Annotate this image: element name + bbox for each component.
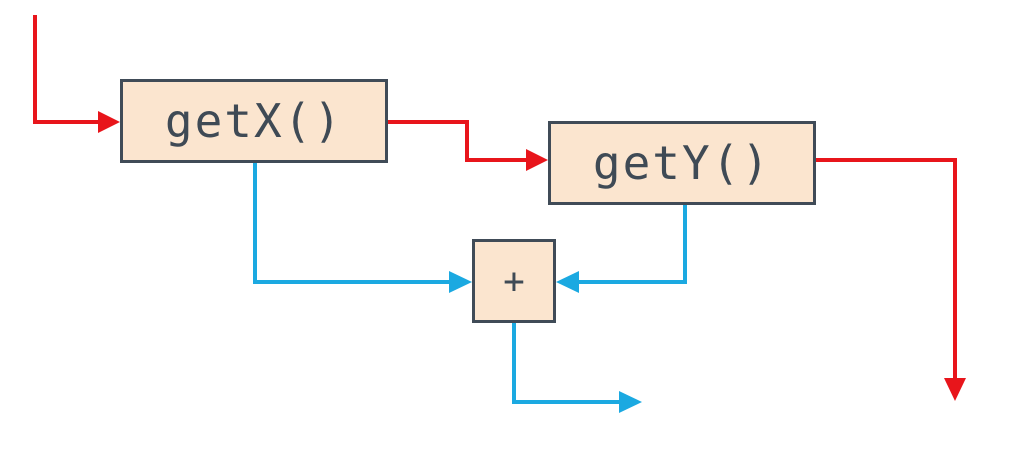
arrowhead-input-to-getx (98, 111, 120, 133)
edge-gety-to-output (816, 158, 957, 380)
arrowhead-plus-to-result (619, 391, 642, 413)
plus-node: + (472, 239, 556, 323)
edge-getx-to-gety (388, 120, 533, 162)
arrowhead-gety-to-output (944, 378, 966, 401)
getx-node-label: getX() (164, 94, 344, 148)
plus-node-label: + (503, 260, 525, 302)
edge-getx-to-plus (253, 163, 452, 284)
arrowhead-gety-to-plus (556, 271, 579, 293)
arrowhead-getx-to-gety (526, 149, 548, 171)
edge-input-to-getx (33, 15, 105, 124)
edge-plus-to-result (512, 323, 620, 404)
edge-gety-to-plus (576, 205, 687, 284)
getx-node: getX() (120, 79, 388, 163)
gety-node-label: getY() (592, 136, 772, 190)
arrowhead-getx-to-plus (449, 271, 472, 293)
data-flow-edges (253, 163, 687, 413)
control-flow-edges (33, 15, 966, 401)
gety-node: getY() (548, 121, 816, 205)
